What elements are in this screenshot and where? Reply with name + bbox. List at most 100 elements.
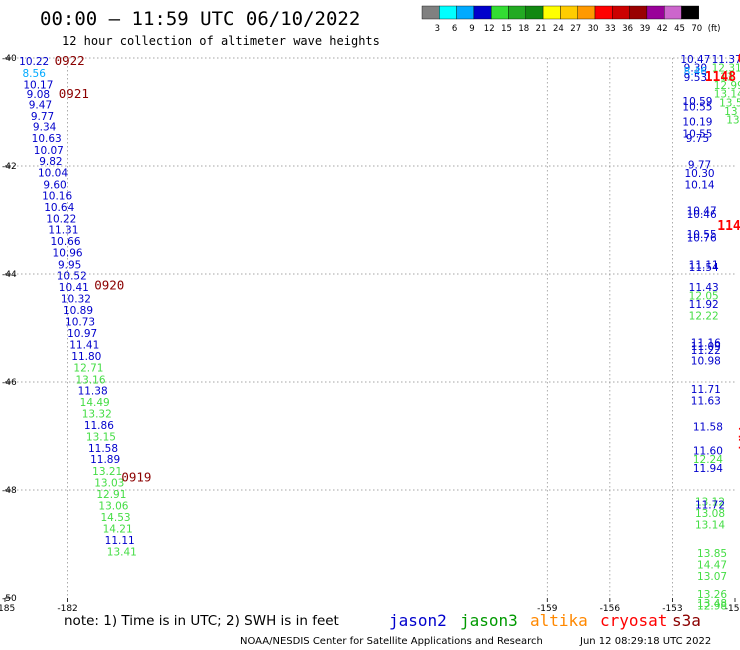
swh-value: 13.21 [92, 466, 122, 478]
scale-label: 18 [518, 24, 529, 34]
swh-value: 13 [720, 71, 733, 83]
scale-swatch [612, 5, 630, 20]
scale-swatch [594, 5, 613, 20]
scale-label: 24 [553, 24, 564, 34]
swh-value: 14.47 [697, 560, 727, 572]
swh-value: 10.19 [682, 117, 712, 129]
axis-ticks: -185 -182 -159 -156 -153 -150 -40 -42 -44 -46 -48 -… [0, 54, 740, 614]
swh-value: 9.75 [686, 133, 709, 145]
scale-label: 6 [452, 24, 457, 34]
scale-label: 36 [622, 24, 633, 34]
swh-values: 10.228.5610.179.089.479.779.3410.6310.07… [19, 54, 740, 612]
swh-value: 11.89 [90, 454, 120, 466]
swh-value: 10.76 [687, 232, 717, 244]
chart-title: 00:00 – 11:59 UTC 06/10/2022 [40, 8, 360, 30]
scale-swatch [664, 5, 682, 20]
swh-value: 8.46 [684, 66, 708, 78]
swh-value: 9.77 [688, 159, 711, 171]
swh-value: 11.71 [691, 384, 721, 396]
satellite-altika-label: altika [530, 611, 588, 630]
scale-swatch [421, 5, 440, 20]
swh-value: 10.52 [57, 271, 87, 283]
scale-swatch [525, 5, 544, 20]
x-tick-label: -150 [725, 604, 740, 614]
swh-value: 12.31 [712, 63, 740, 75]
swh-value: 12.05 [689, 291, 719, 303]
pass-label: 1148 [705, 70, 736, 85]
scale-label: 70 [691, 24, 702, 34]
pass-label: 1148 [717, 219, 740, 234]
swh-value: 11.80 [71, 351, 101, 363]
swh-value: 10.89 [63, 305, 93, 317]
swh-value: 13.5 [719, 97, 740, 109]
swh-value: 11.63 [691, 395, 721, 407]
swh-value: 8.56 [23, 68, 47, 80]
y-tick-label: -42 [2, 162, 17, 172]
scale-label: (ft) [708, 24, 721, 34]
x-tick-label: -185 [0, 604, 15, 614]
swh-value: 10.30 [685, 168, 715, 180]
chart-subtitle: 12 hour collection of altimeter wave hei… [62, 34, 380, 48]
scale-label: 45 [674, 24, 685, 34]
swh-value: 10.16 [42, 191, 72, 203]
pass-label: 02 [738, 52, 740, 67]
swh-value: 13 [726, 115, 739, 127]
y-tick-label: -46 [2, 378, 17, 388]
swh-value: 11.09 [691, 341, 721, 353]
swh-value: 11.11 [105, 535, 135, 547]
swh-value: 13.07 [697, 571, 727, 583]
swh-value: 10.55 [687, 229, 717, 241]
swh-value: 12.71 [73, 362, 103, 374]
swh-value: 11.43 [689, 282, 719, 294]
scale-swatch [491, 5, 509, 20]
swh-value: 13.14 [714, 89, 740, 101]
x-tick-label: -156 [600, 604, 621, 614]
swh-value: 9.30 [684, 63, 707, 75]
x-tick-label: -159 [537, 604, 558, 614]
scale-label: 15 [501, 24, 512, 34]
swh-value: 10.22 [19, 56, 49, 68]
swh-value: 10.96 [53, 247, 83, 259]
swh-value: 11.37 [712, 54, 740, 66]
swh-value: 10.22 [46, 213, 76, 225]
swh-value: 11.94 [693, 463, 723, 475]
color-scale-legend: 3 6 9 12 15 18 21 24 27 30 33 36 39 42 45 70 (ft) [421, 5, 721, 34]
swh-value: 9.95 [58, 259, 81, 271]
swh-value: 10.04 [38, 167, 68, 179]
swh-value: 10.64 [44, 202, 74, 214]
swh-value: 9.77 [31, 111, 54, 123]
scale-swatch [646, 5, 665, 20]
swh-value: 13.41 [107, 547, 137, 559]
scale-label: 42 [657, 24, 668, 34]
swh-value: 11.60 [693, 446, 723, 458]
scale-swatch [577, 5, 596, 20]
swh-value: 10.47 [687, 205, 717, 217]
satellite-jason3-label: jason3 [460, 611, 518, 630]
scale-label: 12 [484, 24, 495, 34]
swh-value: 13.85 [697, 548, 727, 560]
swh-value: 10.14 [685, 179, 715, 191]
swh-value: 11.58 [88, 443, 118, 455]
swh-value: 10.47 [680, 54, 710, 66]
y-tick-label: -40 [2, 54, 17, 64]
swh-value: 10.55 [682, 102, 712, 114]
swh-value: 11.16 [691, 338, 721, 350]
swh-value: 9.82 [39, 156, 62, 168]
satellite-s3a-label: s3a [672, 611, 701, 630]
footer-credit: NOAA/NESDIS Center for Satellite Applica… [240, 636, 543, 647]
scale-swatch [629, 5, 648, 20]
swh-value: 10.98 [691, 355, 721, 367]
swh-value: 11.31 [48, 225, 78, 237]
swh-value: 10.17 [23, 79, 53, 91]
swh-value: 13.08 [695, 508, 725, 520]
swh-value: 13.14 [695, 520, 725, 532]
swh-value: 11.58 [693, 421, 723, 433]
swh-value: 11.86 [84, 420, 114, 432]
swh-value: 10.73 [65, 317, 95, 329]
scale-swatch [542, 5, 561, 20]
scale-label: 39 [639, 24, 650, 34]
scale-label: 3 [435, 24, 440, 34]
x-tick-label: -182 [57, 604, 77, 614]
swh-value: 10.55 [682, 129, 712, 141]
swh-value: 13.16 [75, 374, 105, 386]
